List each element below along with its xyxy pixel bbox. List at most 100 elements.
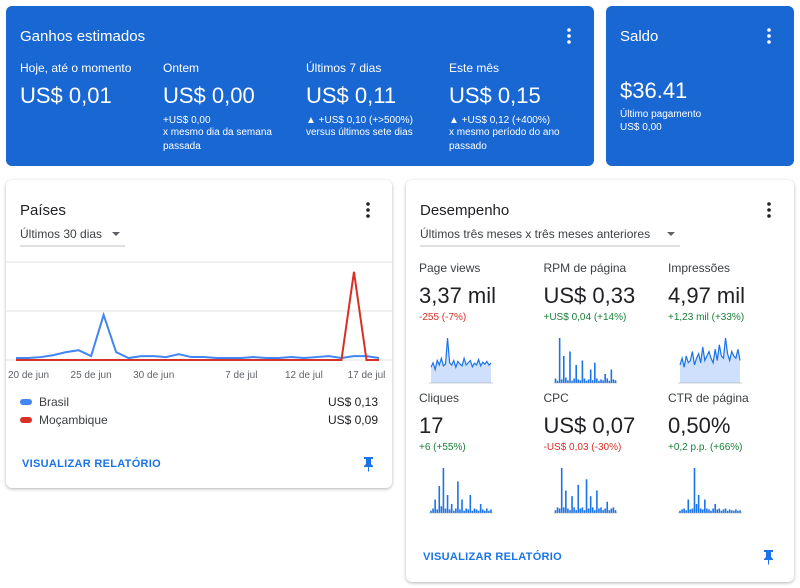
earnings-note: versus últimos sete dias <box>306 127 413 138</box>
period-select[interactable]: Últimos três meses x três meses anterior… <box>420 227 651 241</box>
earnings-label: Ontem <box>163 61 200 75</box>
sparkline-bar <box>602 380 604 383</box>
period-select[interactable]: Últimos 30 dias <box>20 227 103 241</box>
sparkline-bar <box>608 510 611 513</box>
sparkline-bar <box>693 468 696 513</box>
sparkline-bar <box>473 508 476 513</box>
sparkline <box>679 337 741 368</box>
sparkline-bar <box>689 509 692 513</box>
balance-card <box>606 6 794 166</box>
sparkline-bar <box>444 508 447 513</box>
sparkline-bar <box>475 509 478 513</box>
sparkline-bar <box>463 510 465 513</box>
report-link[interactable]: VISUALIZAR RELATÓRIO <box>423 551 563 563</box>
earnings-value: US$ 0,00 <box>163 83 255 108</box>
sparkline-bar <box>701 509 704 513</box>
earnings-value: US$ 0,11 <box>306 83 397 108</box>
sparkline-bar <box>565 377 567 383</box>
sparkline-bar <box>706 508 708 513</box>
sparkline-bar <box>591 380 594 383</box>
earnings-label: Hoje, até o momento <box>20 61 132 75</box>
sparkline-bar <box>718 508 721 513</box>
sparkline-bar <box>604 508 606 513</box>
sparkline-bar <box>573 507 575 513</box>
earnings-value: US$ 0,15 <box>449 83 541 108</box>
legend-value: US$ 0,09 <box>328 413 378 427</box>
card-title: Ganhos estimados <box>20 28 146 45</box>
pin-button[interactable] <box>364 457 373 472</box>
dropdown-caret <box>112 232 120 236</box>
sparkline-bar <box>554 510 557 513</box>
sparkline-bar <box>585 380 588 383</box>
sparkline-bar <box>687 499 690 513</box>
series-line <box>16 271 379 361</box>
sparkline-bar <box>710 510 712 513</box>
report-link[interactable]: VISUALIZAR RELATÓRIO <box>22 458 162 470</box>
metric-value: 0,50% <box>668 413 731 438</box>
sparkline-bar <box>461 499 463 513</box>
sparkline-bar <box>452 510 455 513</box>
sparkline-bar <box>591 507 594 513</box>
sparkline-bar <box>432 508 434 513</box>
sparkline-bar <box>471 510 474 513</box>
sparkline-bar <box>600 379 602 383</box>
card-title: Saldo <box>620 28 659 45</box>
sparkline-bar <box>434 499 436 513</box>
sparkline-bar <box>739 510 741 513</box>
legend-swatch <box>20 417 32 423</box>
earnings-change: ▲ +US$ 0,12 (+400%) <box>449 115 551 126</box>
sparkline-bar <box>594 362 596 383</box>
earnings-note: x mesmo período do ano passado <box>449 127 560 152</box>
sparkline-bar <box>430 510 432 513</box>
sparkline-bar <box>697 495 700 513</box>
earnings-note: x mesmo dia da semana passada <box>163 127 272 152</box>
countries-card <box>6 180 392 488</box>
sparkline-bar <box>436 509 439 513</box>
sparkline-bar <box>567 508 569 513</box>
menu-button[interactable] <box>366 202 370 218</box>
sparkline-bar <box>614 380 617 383</box>
metric-label: CTR de página <box>668 391 749 405</box>
sparkline-bar <box>587 379 590 383</box>
earnings-card <box>6 6 594 166</box>
sparkline-bar <box>575 365 577 383</box>
sparkline-bar <box>481 509 484 513</box>
x-tick-label: 17 de jul <box>348 370 386 381</box>
sparkline-bar <box>575 510 577 513</box>
sparkline-bar <box>565 490 567 513</box>
balance-value: $36.41 <box>620 78 688 103</box>
sparkline-bar <box>579 508 582 513</box>
earnings-label: Este mês <box>449 61 500 75</box>
x-tick-label: 12 de jul <box>285 370 323 381</box>
sparkline-bar <box>598 380 600 383</box>
x-tick-label: 30 de jun <box>133 370 174 381</box>
sparkline-bar <box>569 351 571 383</box>
sparkline-bar <box>608 380 611 383</box>
sparkline-bar <box>457 481 459 513</box>
sparkline-bar <box>486 508 488 513</box>
sparkline-bar <box>467 509 470 513</box>
sparkline-bar <box>589 369 592 383</box>
sparkline-bar <box>679 510 681 513</box>
sparkline-bar <box>562 507 565 513</box>
metric-label: Cliques <box>419 391 460 405</box>
sparkline-bar <box>691 508 694 513</box>
sparkline-bar <box>685 510 688 513</box>
metric-label: Page views <box>419 261 481 275</box>
sparkline-bar <box>459 509 461 513</box>
pin-button[interactable] <box>764 550 773 565</box>
menu-button[interactable] <box>767 202 771 218</box>
menu-button[interactable] <box>567 28 571 44</box>
sparkline-bar <box>720 510 723 513</box>
sparkline-bar <box>716 509 719 513</box>
sparkline-bar <box>610 508 613 513</box>
menu-button[interactable] <box>767 28 771 44</box>
sparkline-bar <box>560 468 563 513</box>
sparkline-bar <box>577 484 580 513</box>
legend-value: US$ 0,13 <box>328 395 378 409</box>
legend-swatch <box>20 399 32 405</box>
balance-label: Último pagamento <box>620 109 702 120</box>
sparkline-bar <box>571 496 573 513</box>
sparkline-bar <box>722 509 725 513</box>
